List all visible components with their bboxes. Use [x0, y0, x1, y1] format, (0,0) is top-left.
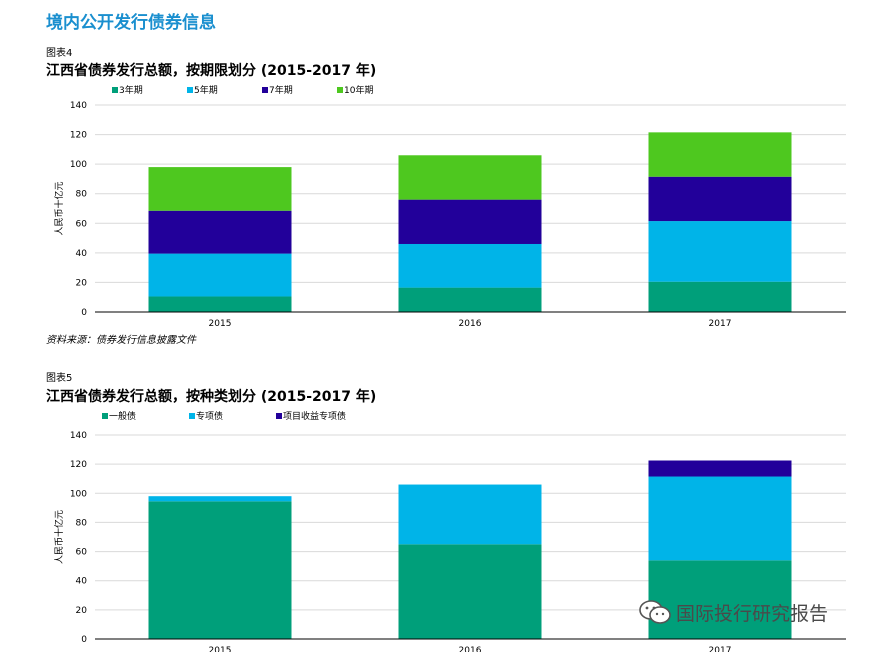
bar-2017-series-0: [648, 560, 792, 639]
legend-label: 7年期: [269, 84, 293, 96]
y-tick-label: 20: [76, 278, 88, 288]
y-tick-label: 120: [70, 460, 87, 470]
x-tick-label: 2017: [709, 646, 732, 652]
legend-swatch: [276, 413, 282, 419]
wechat-icon: [638, 598, 672, 626]
legend-label: 专项债: [196, 410, 223, 422]
chart-term-breakdown: 0 20 40 60 80 100 120 140 人民币十亿元 2015 2016 2017 3年期 5…: [53, 84, 846, 329]
legend-swatch: [112, 87, 118, 93]
legend-label: 5年期: [194, 84, 218, 96]
watermark: 国际投行研究报告: [638, 598, 828, 626]
legend-swatch: [189, 413, 195, 419]
y-tick-label: 60: [76, 548, 88, 558]
y-tick-label: 40: [76, 577, 88, 587]
bar-2015-series-1: [148, 253, 292, 297]
bar-2016-series-3: [398, 155, 542, 200]
y-tick-label: 100: [70, 489, 87, 499]
legend-label: 一般债: [109, 410, 136, 422]
x-tick-label: 2015: [209, 646, 232, 652]
y-tick-label: 80: [76, 190, 88, 200]
y-tick-label: 40: [76, 249, 88, 259]
bar-2015-series-1: [148, 496, 292, 502]
figure1-source: 资料来源：债券发行信息披露文件: [46, 335, 196, 346]
bar-2017-series-1: [648, 221, 792, 282]
chart-type-breakdown: 0 20 40 60 80 100 120 140 人民币十亿元 2015 2016 2017 一般债 专…: [53, 410, 846, 652]
figure2-label: 图表5: [46, 373, 73, 384]
bar-2015-series-0: [148, 296, 292, 312]
y-tick-label: 60: [76, 219, 88, 229]
bar-2016-series-0: [398, 544, 542, 639]
y-tick-label: 120: [70, 131, 87, 141]
bar-2016-series-0: [398, 287, 542, 312]
x-tick-label: 2017: [709, 319, 732, 329]
y-axis-label: 人民币十亿元: [53, 510, 65, 564]
bar-2017-series-2: [648, 460, 792, 477]
bar-2017-series-2: [648, 176, 792, 222]
legend-label: 3年期: [119, 84, 143, 96]
y-tick-label: 20: [76, 606, 88, 616]
figure2-title: 江西省债券发行总额，按种类划分 (2015-2017 年): [46, 389, 377, 405]
y-tick-label: 0: [81, 635, 87, 645]
y-tick-label: 0: [81, 308, 87, 318]
x-tick-label: 2015: [209, 319, 232, 329]
y-tick-label: 80: [76, 518, 88, 528]
legend-swatch: [262, 87, 268, 93]
y-tick-label: 100: [70, 160, 87, 170]
x-tick-label: 2016: [459, 646, 482, 652]
legend-swatch: [102, 413, 108, 419]
legend-swatch: [187, 87, 193, 93]
legend-label: 10年期: [344, 84, 373, 96]
figure1-title: 江西省债券发行总额，按期限划分 (2015-2017 年): [46, 63, 377, 79]
bar-2015-series-0: [148, 501, 292, 639]
figure1-label: 图表4: [46, 48, 73, 59]
bar-2017-series-0: [648, 281, 792, 312]
x-tick-label: 2016: [459, 319, 482, 329]
bar-2015-series-2: [148, 210, 292, 254]
y-axis-label: 人民币十亿元: [53, 181, 65, 235]
bar-2017-series-1: [648, 476, 792, 561]
y-tick-label: 140: [70, 431, 87, 441]
legend-swatch: [337, 87, 343, 93]
legend-label: 项目收益专项债: [283, 410, 346, 422]
bar-2017-series-3: [648, 132, 792, 177]
bar-2016-series-1: [398, 484, 542, 545]
watermark-text: 国际投行研究报告: [676, 602, 829, 625]
page-heading: 境内公开发行债券信息: [46, 13, 216, 33]
bar-2015-series-3: [148, 167, 292, 211]
y-tick-label: 140: [70, 101, 87, 111]
bar-2016-series-1: [398, 243, 542, 288]
bar-2016-series-2: [398, 199, 542, 244]
